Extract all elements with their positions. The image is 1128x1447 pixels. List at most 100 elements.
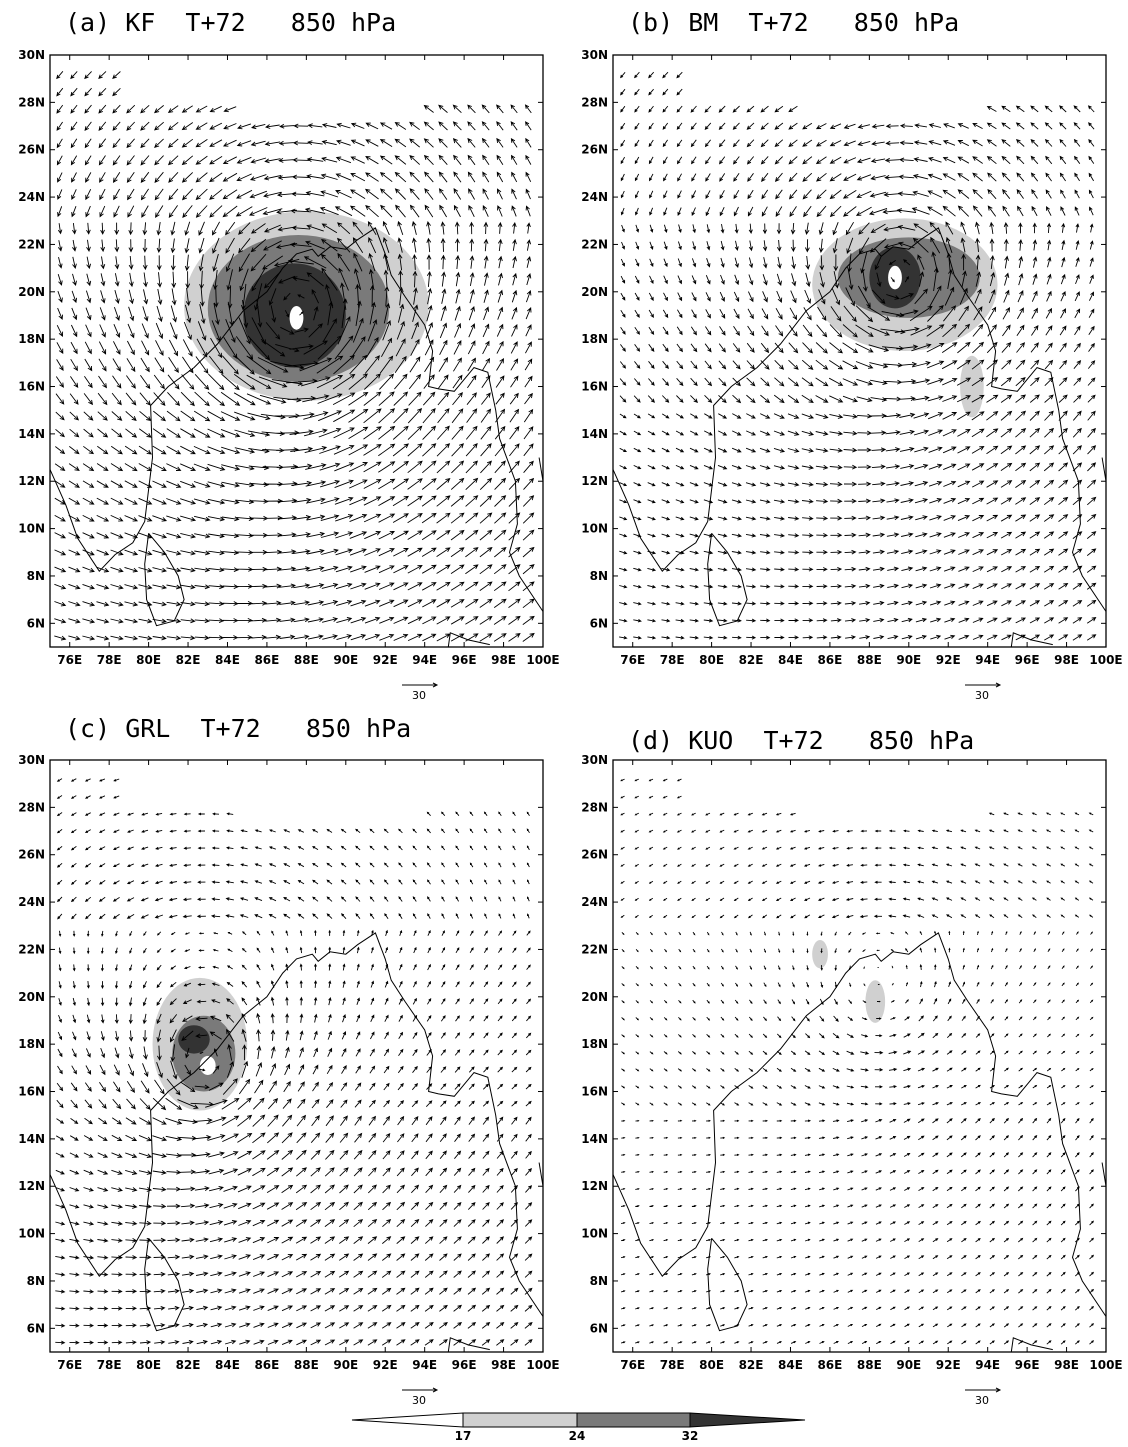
map-panel: 30N 28N 26N 24N 22N 20N 18N 16N 14N 12N 10N 8N 6N 76E… [581, 8, 1122, 702]
coastline [538, 1162, 543, 1187]
map-body [50, 778, 543, 1352]
lat-label: 14N [581, 427, 608, 441]
lat-label: 26N [18, 848, 45, 862]
lat-label: 16N [581, 380, 608, 394]
lon-label: 100E [526, 1358, 559, 1372]
lon-label: 84E [778, 653, 803, 667]
lon-label: 88E [857, 1358, 882, 1372]
wind-vectors [54, 71, 535, 642]
lat-label: 10N [18, 1227, 45, 1241]
lat-label: 30N [18, 753, 45, 767]
lat-label: 6N [590, 616, 608, 630]
lat-label: 10N [581, 522, 608, 536]
lon-label: 84E [215, 653, 240, 667]
reference-arrow [402, 682, 439, 688]
panel-title: (a) KF T+72 850 hPa [65, 8, 396, 37]
lat-label: 30N [581, 48, 608, 62]
lat-label: 18N [581, 1037, 608, 1051]
coastline [50, 932, 543, 1317]
lat-label: 8N [27, 1274, 45, 1288]
lon-label: 96E [1015, 653, 1040, 667]
lon-label: 88E [294, 1358, 319, 1372]
reference-label: 30 [975, 689, 989, 702]
lon-label: 92E [373, 1358, 398, 1372]
lon-label: 78E [660, 1358, 685, 1372]
map-frame [49, 54, 544, 648]
map-body [613, 71, 1106, 647]
lat-label: 12N [581, 1179, 608, 1193]
shading [888, 265, 902, 290]
lon-label: 92E [936, 653, 961, 667]
lat-label: 8N [590, 1274, 608, 1288]
lat-label: 10N [581, 1227, 608, 1241]
lon-label: 78E [97, 653, 122, 667]
lat-label: 28N [18, 800, 45, 814]
lon-label: 98E [1054, 653, 1079, 667]
lat-label: 24N [18, 190, 45, 204]
colorbar-high [689, 1412, 806, 1428]
map-body [613, 778, 1106, 1352]
lat-label: 6N [27, 616, 45, 630]
coastline [1101, 1162, 1106, 1187]
lat-label: 8N [590, 569, 608, 583]
lon-label: 96E [452, 1358, 477, 1372]
lon-label: 76E [620, 1358, 645, 1372]
lon-label: 76E [57, 1358, 82, 1372]
shading [172, 1015, 236, 1092]
lat-label: 30N [581, 753, 608, 767]
lon-label: 88E [857, 653, 882, 667]
lat-label: 12N [18, 474, 45, 488]
coastline [144, 1237, 185, 1332]
reference-arrow [402, 1387, 439, 1393]
lat-label: 26N [18, 143, 45, 157]
lon-label: 96E [452, 653, 477, 667]
lat-label: 12N [581, 474, 608, 488]
lat-label: 14N [18, 427, 45, 441]
lat-label: 30N [18, 48, 45, 62]
lon-label: 90E [333, 1358, 358, 1372]
lon-label: 82E [739, 1358, 764, 1372]
map-panel: 30N 28N 26N 24N 22N 20N 18N 16N 14N 12N 10N 8N 6N 76E… [18, 8, 559, 702]
lon-label: 76E [57, 653, 82, 667]
reference-label: 30 [412, 689, 426, 702]
lat-label: 16N [18, 1085, 45, 1099]
lat-label: 22N [581, 237, 608, 251]
lon-label: 86E [817, 653, 842, 667]
lat-label: 14N [581, 1132, 608, 1146]
colorbar: 17 24 32 [351, 1412, 806, 1443]
reference-arrow [965, 1387, 1002, 1393]
panel-title: (d) KUO T+72 850 hPa [628, 726, 974, 755]
lat-label: 18N [18, 332, 45, 346]
lat-label: 24N [18, 895, 45, 909]
lat-label: 20N [581, 990, 608, 1004]
colorbar-box [576, 1412, 691, 1428]
lon-label: 82E [176, 1358, 201, 1372]
lon-label: 86E [817, 1358, 842, 1372]
lat-label: 6N [590, 1321, 608, 1335]
lat-label: 18N [581, 332, 608, 346]
lon-label: 100E [1089, 653, 1122, 667]
lat-label: 20N [18, 285, 45, 299]
lon-label: 94E [412, 653, 437, 667]
lon-label: 98E [491, 1358, 516, 1372]
lon-label: 94E [412, 1358, 437, 1372]
lat-label: 22N [18, 237, 45, 251]
lon-label: 80E [136, 653, 161, 667]
lat-label: 20N [581, 285, 608, 299]
lat-label: 28N [18, 95, 45, 109]
lon-label: 80E [699, 1358, 724, 1372]
reference-arrow [965, 682, 1002, 688]
lon-label: 84E [778, 1358, 803, 1372]
lon-label: 92E [936, 1358, 961, 1372]
shading [865, 980, 886, 1023]
shading [178, 1025, 210, 1054]
colorbar-label: 32 [682, 1429, 699, 1443]
wind-vectors [619, 71, 1097, 641]
lon-label: 86E [254, 653, 279, 667]
lon-label: 80E [699, 653, 724, 667]
lat-label: 28N [581, 95, 608, 109]
coastline [613, 932, 1106, 1317]
lat-label: 10N [18, 522, 45, 536]
lat-label: 20N [18, 990, 45, 1004]
